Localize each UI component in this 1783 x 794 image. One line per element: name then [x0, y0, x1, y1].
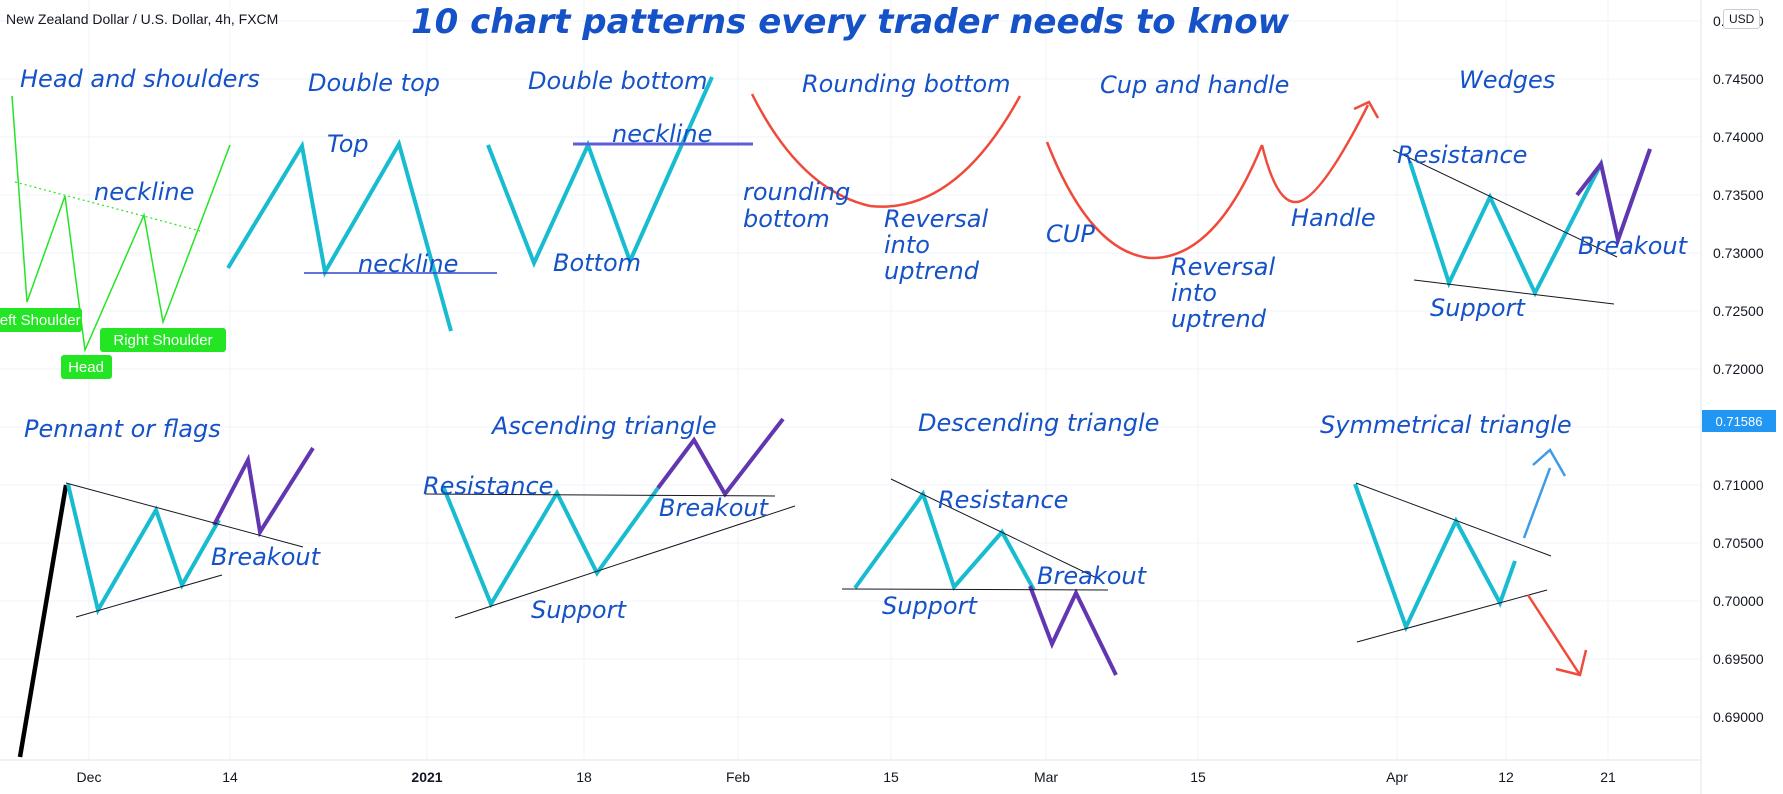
- resistance-label-wedges: Resistance: [1397, 141, 1527, 169]
- head-and-shoulders-drawing: Left Shoulder Head Right Shoulder: [0, 95, 231, 379]
- wedges-drawing: [1392, 148, 1652, 305]
- cup-and-handle-drawing: [1045, 100, 1380, 260]
- pattern-name-cup-and-handle: Cup and handle: [1100, 71, 1289, 99]
- double-top-drawing: [226, 138, 497, 332]
- pattern-name-double-bottom: Double bottom: [528, 67, 707, 95]
- price-grid: [0, 20, 1701, 718]
- reversal-label-rb-line1: Reversal: [884, 205, 988, 233]
- resistance-label-desc: Resistance: [938, 486, 1068, 514]
- breakout-label-desc: Breakout: [1037, 562, 1148, 590]
- head-tag: [61, 355, 112, 379]
- price-tick-label: 0.72000: [1713, 361, 1764, 377]
- pattern-name-rounding-bottom: Rounding bottom: [802, 70, 1011, 98]
- head-label: Head: [68, 359, 104, 376]
- time-grid: [88, 0, 1609, 760]
- reversal-label-ch-line3: uptrend: [1171, 305, 1267, 333]
- price-tick-label: 0.71000: [1713, 477, 1764, 493]
- symmetrical-triangle-drawing: [1353, 448, 1588, 677]
- resistance-label-asc: Resistance: [423, 472, 553, 500]
- support-label-desc: Support: [882, 592, 978, 620]
- support-label-asc: Support: [531, 596, 627, 624]
- pattern-name-pennant: Pennant or flags: [24, 415, 221, 443]
- time-tick-label: 2021: [411, 769, 442, 785]
- time-tick-label: 15: [1190, 769, 1206, 785]
- rounding-label-line2: bottom: [743, 205, 830, 233]
- price-tick-label: 0.73500: [1713, 187, 1764, 203]
- pattern-name-symmetrical-triangle: Symmetrical triangle: [1320, 411, 1572, 439]
- breakout-label-asc: Breakout: [659, 494, 770, 522]
- pennant-drawing: [17, 446, 315, 758]
- price-tick-label: 0.72500: [1713, 303, 1764, 319]
- descending-triangle-drawing: [841, 478, 1118, 676]
- price-tick-label: 0.73000: [1713, 245, 1764, 261]
- time-tick-label: 21: [1600, 769, 1616, 785]
- neckline-label-dt: neckline: [358, 250, 458, 278]
- reversal-label-rb-line3: uptrend: [884, 257, 980, 285]
- price-tick-label: 0.69000: [1713, 709, 1764, 725]
- pattern-name-head-and-shoulders: Head and shoulders: [20, 65, 260, 93]
- time-tick-label: 12: [1498, 769, 1514, 785]
- price-tick-label: 0.70500: [1713, 535, 1764, 551]
- handle-label: Handle: [1291, 204, 1376, 232]
- breakout-label-pennant: Breakout: [211, 543, 322, 571]
- price-tick-label: 0.70000: [1713, 593, 1764, 609]
- left-shoulder-tag: [0, 308, 82, 332]
- breakout-label-wedges: Breakout: [1578, 232, 1689, 260]
- chart-title: 10 chart patterns every trader needs to …: [411, 2, 1289, 42]
- time-tick-label: 15: [883, 769, 899, 785]
- time-tick-label: 14: [222, 769, 238, 785]
- pattern-name-double-top: Double top: [308, 69, 440, 97]
- neckline-label-db: neckline: [612, 120, 712, 148]
- price-axis: 0.750000.745000.740000.735000.730000.725…: [1713, 13, 1764, 725]
- bottom-label: Bottom: [553, 249, 641, 277]
- pattern-name-descending-triangle: Descending triangle: [918, 409, 1159, 437]
- neckline-label-hs: neckline: [94, 178, 194, 206]
- double-bottom-drawing: [486, 76, 753, 269]
- price-tick-label: 0.74500: [1713, 71, 1764, 87]
- time-tick-label: Feb: [726, 769, 750, 785]
- price-tick-label: 0.69500: [1713, 651, 1764, 667]
- right-shoulder-label: Right Shoulder: [113, 332, 212, 349]
- time-tick-label: Apr: [1386, 769, 1408, 785]
- time-tick-label: Mar: [1034, 769, 1058, 785]
- time-axis: Dec 14 2021 18 Feb 15 Mar 15 Apr 12 21: [77, 769, 1616, 785]
- symbol-header: New Zealand Dollar / U.S. Dollar, 4h, FX…: [6, 11, 279, 27]
- price-tick-label: 0.74000: [1713, 129, 1764, 145]
- reversal-label-rb-line2: into: [884, 231, 930, 259]
- ascending-triangle-drawing: [424, 417, 796, 619]
- support-label-wedges: Support: [1430, 294, 1526, 322]
- time-tick-label: Dec: [77, 769, 102, 785]
- top-label: Top: [327, 130, 369, 158]
- reversal-label-ch-line1: Reversal: [1171, 253, 1275, 281]
- pattern-name-wedges: Wedges: [1459, 66, 1555, 94]
- reversal-label-ch-line2: into: [1171, 279, 1217, 307]
- right-shoulder-tag: [100, 328, 226, 352]
- rounding-label-line1: rounding: [743, 178, 850, 206]
- time-tick-label: 18: [576, 769, 592, 785]
- current-price-tag: [1702, 410, 1776, 432]
- rounding-bottom-curve: [750, 93, 1022, 208]
- pattern-name-ascending-triangle: Ascending triangle: [490, 412, 717, 440]
- left-shoulder-label: Left Shoulder: [0, 312, 81, 329]
- cup-label: CUP: [1046, 220, 1095, 248]
- current-price-label: 0.71586: [1716, 414, 1763, 429]
- currency-badge[interactable]: USD: [1723, 9, 1761, 29]
